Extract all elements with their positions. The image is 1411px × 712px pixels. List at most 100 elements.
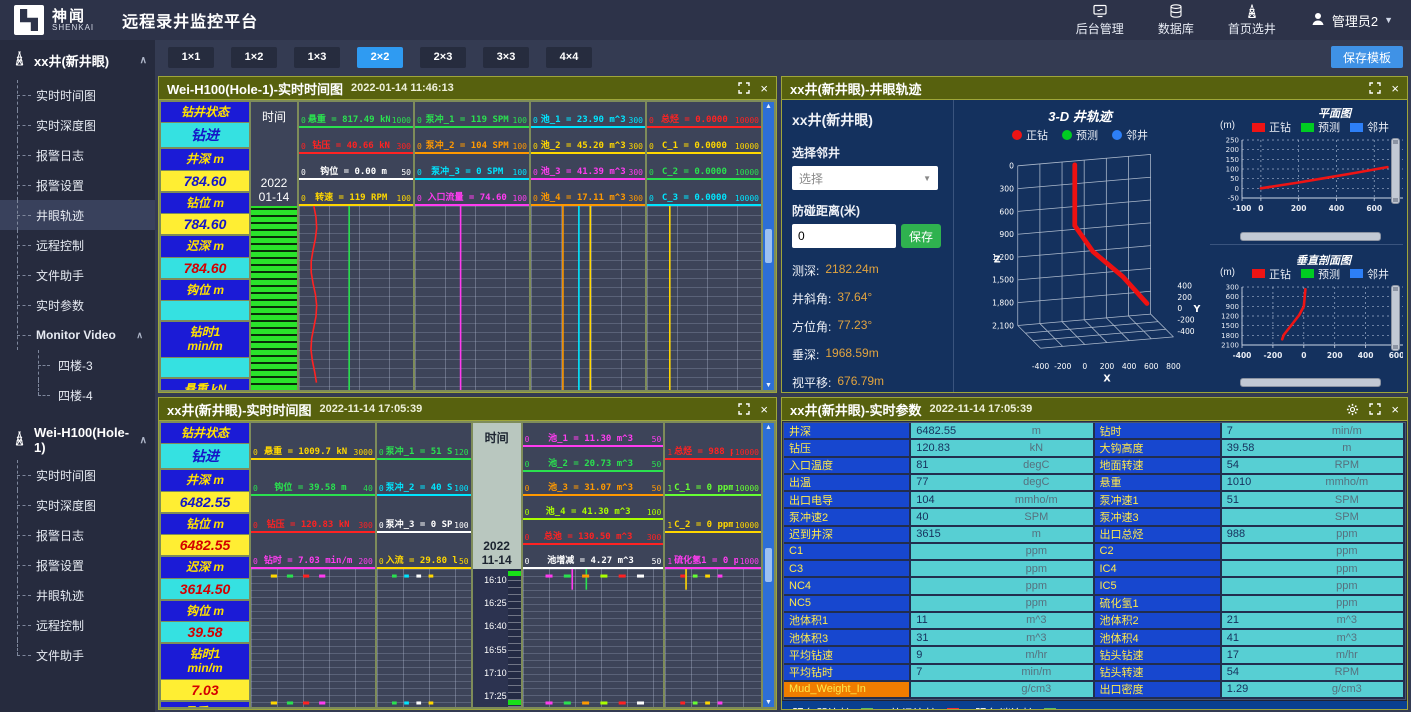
sidebar-item-实时参数[interactable]: 实时参数	[0, 290, 155, 320]
close-icon[interactable]: ×	[1391, 82, 1399, 95]
param-name-cell: C1	[784, 544, 911, 559]
nav-item-数据库[interactable]: 数据库	[1158, 3, 1194, 37]
section-horizontal-slider[interactable]	[1240, 378, 1381, 387]
time-header-label: 时间	[485, 429, 509, 446]
expand-icon[interactable]	[1369, 82, 1381, 94]
user-menu[interactable]: 管理员2▼	[1310, 11, 1393, 30]
curve-scale-row: 0池_2 = 20.73 m^350	[523, 447, 664, 471]
plan-vertical-slider[interactable]	[1391, 138, 1400, 204]
neighbor-well-select[interactable]: 选择 ▼	[792, 166, 938, 190]
layout-button-2×2[interactable]: 2×2	[357, 47, 403, 68]
sidebar-item-远程控制[interactable]: 远程控制	[0, 610, 155, 640]
sidebar-item-实时时间图[interactable]: 实时时间图	[0, 460, 155, 490]
y-axis-tick: 100	[1226, 166, 1239, 174]
curve-scale-row: 0C_2 = 0.000010000	[647, 154, 761, 180]
layout-button-1×2[interactable]: 1×2	[231, 47, 277, 68]
layout-button-1×1[interactable]: 1×1	[168, 47, 214, 68]
param-name-cell: 钻压	[784, 440, 911, 455]
caret-up-icon: ∧	[140, 435, 147, 446]
nav-item-首页选井[interactable]: 首页选井	[1228, 3, 1276, 37]
expand-icon[interactable]	[738, 403, 750, 415]
curve-max: 100	[513, 142, 527, 151]
close-icon[interactable]: ×	[1391, 403, 1399, 416]
sidebar-item-实时深度图[interactable]: 实时深度图	[0, 490, 155, 520]
layout-button-3×3[interactable]: 3×3	[483, 47, 529, 68]
section-vertical-slider[interactable]	[1391, 285, 1400, 351]
param-label: 钻井状态	[161, 102, 249, 122]
sidebar-group-xx井(新井眼)[interactable]: xx井(新井眼)∧	[0, 40, 155, 80]
panel-title: xx井(新井眼)-实时时间图	[167, 400, 311, 419]
nav-item-label: 数据库	[1158, 20, 1194, 37]
chart-track: 0池_1 = 11.30 m^3500池_2 = 20.73 m^3500池_3…	[523, 423, 664, 707]
scroll-up-icon[interactable]: ▲	[765, 424, 772, 431]
sidebar-item-报警日志[interactable]: 报警日志	[0, 140, 155, 170]
sidebar-item-文件助手[interactable]: 文件助手	[0, 260, 155, 290]
table-row: C1ppmC2ppm	[784, 544, 1405, 561]
close-icon[interactable]: ×	[760, 403, 768, 416]
neighbor-well-label: 选择邻井	[792, 144, 943, 161]
chart-scrollbar[interactable]: ▲▼	[763, 102, 774, 390]
param-value-cell: 51SPM	[1222, 492, 1405, 507]
gear-icon[interactable]	[1346, 403, 1359, 416]
param-unit: min/m	[980, 666, 1092, 678]
layout-button-1×3[interactable]: 1×3	[294, 47, 340, 68]
expand-icon[interactable]	[1369, 403, 1381, 415]
curve-max: 10000	[735, 168, 759, 177]
sidebar-item-井眼轨迹[interactable]: 井眼轨迹	[0, 580, 155, 610]
curve-scale-row: 1C_2 = 0 ppm10000	[665, 496, 761, 533]
curve-max: 50	[652, 484, 662, 493]
scroll-down-icon[interactable]: ▼	[765, 699, 772, 706]
plan-horizontal-slider[interactable]	[1240, 232, 1381, 241]
save-template-button[interactable]: 保存模板	[1331, 46, 1403, 68]
sidebar-item-实时时间图[interactable]: 实时时间图	[0, 80, 155, 110]
scroll-up-icon[interactable]: ▲	[765, 103, 772, 110]
param-value-cell: 9m/hr	[911, 647, 1094, 662]
nav-item-后台管理[interactable]: 后台管理	[1076, 3, 1124, 37]
param-label: 悬重 kN	[161, 702, 249, 707]
param-value: 40	[911, 511, 980, 523]
table-cell-group: 池体积331m^3	[784, 630, 1095, 645]
table-cell-group: NC5ppm	[784, 596, 1095, 611]
param-value-cell: 11m^3	[911, 613, 1094, 628]
chart-track: 0池_1 = 23.90 m^33000池_2 = 45.20 m^33000池…	[531, 102, 645, 390]
sidebar-item-远程控制[interactable]: 远程控制	[0, 230, 155, 260]
param-unit: m	[980, 425, 1092, 437]
time-column: 时间202211-1416:1016:2516:4016:5517:1017:2…	[473, 423, 521, 707]
z-axis-tick: 1,800	[992, 299, 1014, 308]
curve-label: 泵冲_2 = 40 SPM	[386, 480, 453, 493]
curve-scale-row: 0钻压 = 120.83 kN300	[251, 496, 375, 533]
layout-button-2×3[interactable]: 2×3	[420, 47, 466, 68]
curve-max: 10000	[735, 448, 759, 457]
sidebar-item-文件助手[interactable]: 文件助手	[0, 640, 155, 670]
sidebar-item-Monitor Video[interactable]: Monitor Video∧	[0, 320, 155, 350]
main-area: 1×11×21×32×22×33×34×4保存模板 Wei-H100(Hole-…	[155, 40, 1411, 712]
layout-button-4×4[interactable]: 4×4	[546, 47, 592, 68]
chart-scrollbar[interactable]: ▲▼	[763, 423, 774, 707]
param-value-cell: ppm	[911, 578, 1094, 593]
lithology-strip	[251, 206, 297, 390]
sidebar-item-井眼轨迹[interactable]: 井眼轨迹	[0, 200, 155, 230]
curve-max: 300	[397, 142, 411, 151]
track-header: 1总烃 = 988 ppm100001C_1 = 0 ppm100001C_2 …	[665, 423, 761, 569]
sidebar-item-实时深度图[interactable]: 实时深度图	[0, 110, 155, 140]
scroll-down-icon[interactable]: ▼	[765, 382, 772, 389]
save-button[interactable]: 保存	[901, 224, 941, 248]
sidebar-item-报警日志[interactable]: 报警日志	[0, 520, 155, 550]
sidebar-group-Wei-H100(Hole-1)[interactable]: Wei-H100(Hole-1)∧	[0, 420, 155, 460]
stat-label: 垂深:	[792, 346, 819, 363]
sidebar-item-四楼-3[interactable]: 四楼-3	[0, 350, 155, 380]
curve-min: 0	[533, 168, 538, 177]
anticollision-distance-input[interactable]	[792, 224, 896, 248]
sidebar-item-报警设置[interactable]: 报警设置	[0, 550, 155, 580]
close-icon[interactable]: ×	[760, 82, 768, 95]
param-name-cell: NC5	[784, 596, 911, 611]
table-cell-group: 泵冲速240SPM	[784, 509, 1095, 524]
curve-min: 0	[417, 168, 422, 177]
sidebar-item-四楼-4[interactable]: 四楼-4	[0, 380, 155, 410]
curve-scale-row: 0泵冲_1 = 119 SPM100	[415, 102, 529, 128]
legend-label: 预测	[1318, 119, 1340, 135]
y-axis-tick: 200	[1226, 146, 1239, 154]
expand-icon[interactable]	[738, 82, 750, 94]
sidebar-item-报警设置[interactable]: 报警设置	[0, 170, 155, 200]
table-cell-group: 钻头转速54RPM	[1095, 665, 1406, 680]
